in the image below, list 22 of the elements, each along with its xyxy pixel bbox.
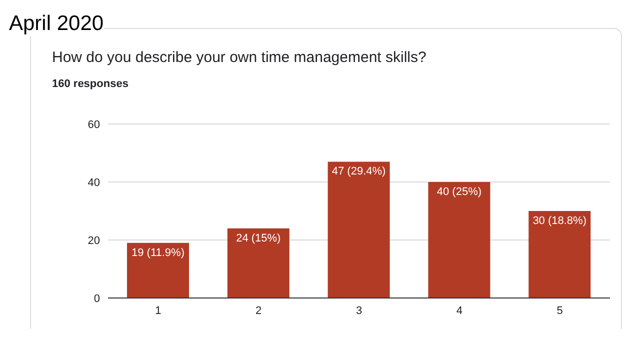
data-label: 47 (29.4%) bbox=[332, 166, 386, 178]
bar bbox=[528, 211, 591, 298]
x-tick-label: 3 bbox=[356, 304, 362, 317]
data-label: 24 (15%) bbox=[236, 232, 281, 244]
bar bbox=[127, 242, 189, 298]
chart-title: April 2020 bbox=[9, 12, 104, 36]
bar bbox=[428, 182, 490, 298]
chart-subtitle: How do you describe your own time management skills? bbox=[52, 49, 426, 66]
x-tick-label: 1 bbox=[155, 304, 162, 317]
x-tick-label: 2 bbox=[256, 304, 262, 317]
y-tick-label: 0 bbox=[94, 292, 100, 305]
y-tick-label: 40 bbox=[88, 176, 100, 189]
data-label: 30 (18.8%) bbox=[532, 215, 587, 227]
data-label: 19 (11.9%) bbox=[132, 246, 184, 259]
text: 160 responses bbox=[52, 78, 128, 90]
y-tick-label: 60 bbox=[88, 118, 100, 131]
data-label: 40 (25%) bbox=[436, 186, 482, 198]
bar bbox=[328, 162, 390, 298]
x-tick-label: 4 bbox=[456, 304, 462, 317]
x-tick-label: 5 bbox=[556, 304, 563, 317]
y-tick-label: 20 bbox=[88, 234, 100, 247]
bar bbox=[227, 228, 290, 298]
